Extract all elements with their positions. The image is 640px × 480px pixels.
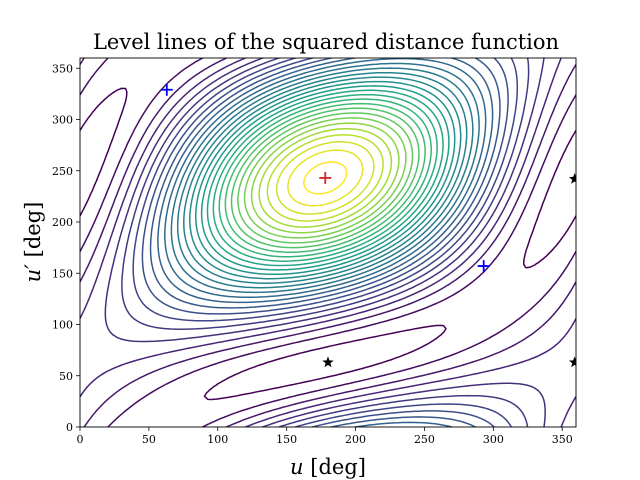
y-tick-label: 200 [52, 216, 73, 229]
x-axis-unit: [deg] [310, 455, 366, 479]
contour-level-line [275, 141, 375, 215]
contour-level-line [224, 102, 426, 253]
contour-level-line [121, 58, 530, 427]
contour-level-line [258, 127, 393, 228]
y-tick-label: 300 [52, 114, 73, 127]
max-plus-marker [319, 171, 332, 184]
contour-level-line [230, 107, 420, 249]
contour-lines [80, 58, 576, 427]
x-tick-label: 250 [414, 433, 435, 446]
x-axis-var: u [290, 455, 304, 479]
contour-level-line [164, 58, 487, 299]
critical-point-markers [160, 83, 576, 368]
y-tick-label: 50 [59, 370, 73, 383]
saddle-plus-marker [160, 83, 173, 96]
contour-level-line [303, 161, 348, 195]
contour-level-line [176, 67, 474, 289]
plot-frame [79, 57, 577, 428]
contour-level-line [194, 80, 456, 276]
y-axis-label: u′ [deg] [21, 202, 45, 283]
contour-level-line [80, 58, 576, 427]
y-axis-unit: [deg] [21, 202, 45, 258]
contour-level-line [183, 71, 468, 284]
contour-level-line [141, 58, 509, 427]
x-tick-label: 0 [77, 433, 84, 446]
x-tick-label: 350 [552, 433, 573, 446]
contour-level-line [200, 85, 450, 271]
contour-level-line [218, 98, 432, 258]
x-tick-label: 50 [142, 433, 156, 446]
contour-level-line [157, 58, 494, 427]
y-axis-space [21, 257, 45, 264]
x-tick-label: 100 [207, 433, 228, 446]
x-axis-label: u [deg] [290, 455, 366, 479]
x-tick-label: 150 [276, 433, 297, 446]
contour-level-line [170, 62, 480, 294]
contour-level-line [189, 76, 462, 280]
y-tick-label: 250 [52, 165, 73, 178]
contour-level-line [132, 58, 519, 427]
contour-level-line [237, 112, 414, 244]
min-star-marker [568, 172, 576, 184]
y-tick-label: 0 [66, 421, 73, 434]
contour-level-line [104, 58, 546, 427]
contour-level-line [287, 149, 364, 207]
contour-level-line [80, 58, 576, 427]
saddle-plus-marker [477, 260, 490, 273]
x-axis-space [304, 455, 311, 479]
y-axis-var: u′ [21, 264, 45, 283]
y-tick-label: 100 [52, 319, 73, 332]
contour-level-line [243, 117, 407, 239]
y-tick-label: 350 [52, 62, 73, 75]
chart-title: Level lines of the squared distance func… [93, 30, 559, 54]
y-tick-label: 150 [52, 267, 73, 280]
y-axis-ticks: 0 50 100 150 200 250 300 350 [52, 62, 80, 434]
x-axis-ticks: 0 50 100 150 200 250 300 350 [77, 427, 573, 446]
contour-level-line [149, 58, 501, 427]
contour-level-line [212, 93, 438, 262]
min-star-marker [322, 356, 334, 368]
contour-level-line [250, 122, 400, 234]
x-tick-label: 200 [345, 433, 366, 446]
min-star-marker [568, 356, 576, 368]
contour-level-line [206, 89, 444, 267]
contour-level-line [266, 134, 384, 222]
x-tick-label: 300 [483, 433, 504, 446]
